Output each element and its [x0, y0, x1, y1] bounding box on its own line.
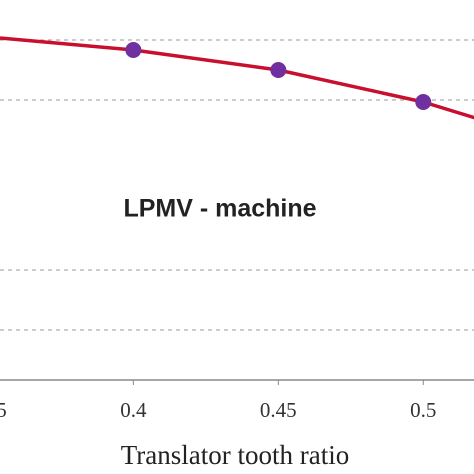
line — [0, 36, 474, 120]
x-tick-label: 0.45 — [260, 398, 297, 422]
x-tick-label: 0.4 — [120, 398, 147, 422]
marker — [270, 62, 287, 78]
annotation: LPMV - machine — [123, 195, 316, 223]
marker — [415, 94, 432, 110]
x-tick-label: 0.5 — [410, 398, 436, 422]
x-axis-label: Translator tooth ratio — [121, 440, 350, 470]
marker — [125, 42, 142, 58]
x-tick-label: 0.35 — [0, 398, 7, 422]
